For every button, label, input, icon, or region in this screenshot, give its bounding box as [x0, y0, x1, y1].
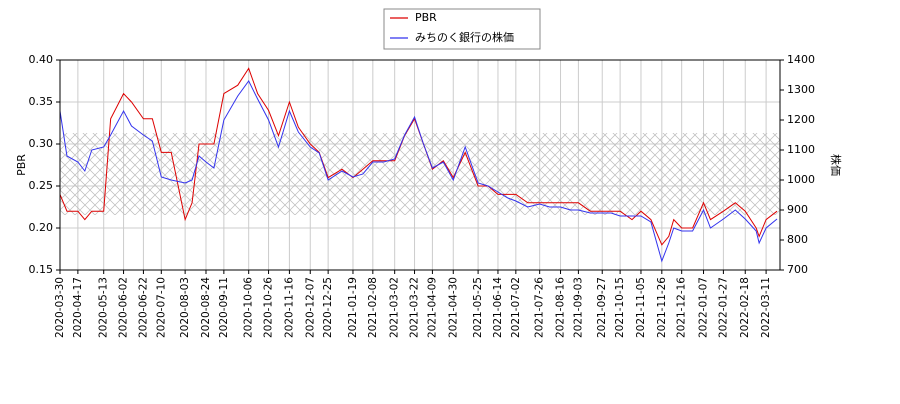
x-tick-label: 2021-11-05 [635, 277, 647, 338]
x-tick-label: 2020-07-10 [155, 277, 167, 338]
y-tick-label: 0.20 [29, 221, 54, 234]
x-tick-label: 2021-10-15 [614, 277, 626, 338]
y-tick-label: 0.30 [29, 137, 54, 150]
x-tick-label: 2020-06-22 [137, 277, 149, 338]
x-tick-label: 2020-08-24 [200, 277, 212, 338]
y2-tick-label: 1000 [787, 173, 815, 186]
x-tick-label: 2021-01-19 [347, 277, 359, 338]
y2-tick-label: 900 [787, 203, 808, 216]
x-tick-label: 2020-12-25 [322, 277, 334, 338]
x-tick-label: 2021-03-02 [389, 277, 401, 338]
x-tick-label: 2021-11-26 [656, 277, 668, 338]
y-tick-label: 0.35 [29, 95, 54, 108]
x-tick-label: 2021-09-27 [596, 277, 608, 338]
x-tick-label: 2020-10-26 [263, 277, 275, 338]
x-tick-label: 2021-09-03 [572, 277, 584, 338]
y2-axis-label: 株価 [829, 154, 843, 176]
y2-tick-label: 700 [787, 263, 808, 276]
x-tick-label: 2021-07-26 [534, 277, 546, 338]
x-tick-label: 2020-06-02 [118, 277, 130, 338]
x-tick-label: 2022-02-18 [739, 277, 751, 338]
x-tick-label: 2020-12-07 [304, 277, 316, 338]
y-tick-label: 0.40 [29, 53, 54, 66]
series-line [59, 80, 778, 263]
y-tick-label: 0.15 [29, 263, 54, 276]
x-tick-label: 2020-08-03 [179, 277, 191, 338]
x-tick-label: 2021-03-22 [409, 277, 421, 338]
x-tick-label: 2021-07-02 [510, 277, 522, 338]
y-tick-label: 0.25 [29, 179, 54, 192]
x-tick-label: 2020-05-13 [98, 277, 110, 338]
legend-label: PBR [415, 11, 437, 24]
x-tick-label: 2020-10-06 [243, 277, 255, 338]
x-tick-label: 2020-11-16 [283, 277, 295, 338]
legend-label: みちのく銀行の株価 [415, 30, 514, 44]
y2-tick-label: 1400 [787, 53, 815, 66]
x-tick-label: 2020-03-30 [54, 277, 66, 338]
y2-tick-label: 1300 [787, 83, 815, 96]
x-tick-label: 2021-02-08 [367, 277, 379, 338]
x-tick-label: 2020-09-11 [218, 277, 230, 338]
x-tick-label: 2021-08-16 [555, 277, 567, 338]
y2-tick-label: 800 [787, 233, 808, 246]
plot-frame [59, 59, 781, 271]
x-tick-label: 2020-04-17 [72, 277, 84, 338]
legend: PBR みちのく銀行の株価 [383, 8, 541, 50]
x-tick-label: 2022-01-07 [698, 277, 710, 338]
x-tick-label: 2021-05-25 [472, 277, 484, 338]
legend-box [383, 8, 541, 50]
x-tick-label: 2022-01-27 [717, 277, 729, 338]
x-tick-label: 2022-03-11 [760, 277, 772, 338]
x-tick-label: 2021-06-14 [492, 277, 504, 338]
y2-tick-label: 1100 [787, 143, 815, 156]
y2-tick-label: 1200 [787, 113, 815, 126]
y-axis-label: PBR [15, 154, 28, 176]
hatched-band [60, 133, 780, 215]
x-tick-label: 2021-04-30 [447, 277, 459, 338]
x-tick-label: 2021-12-16 [676, 277, 688, 338]
x-tick-label: 2021-04-09 [426, 277, 438, 338]
